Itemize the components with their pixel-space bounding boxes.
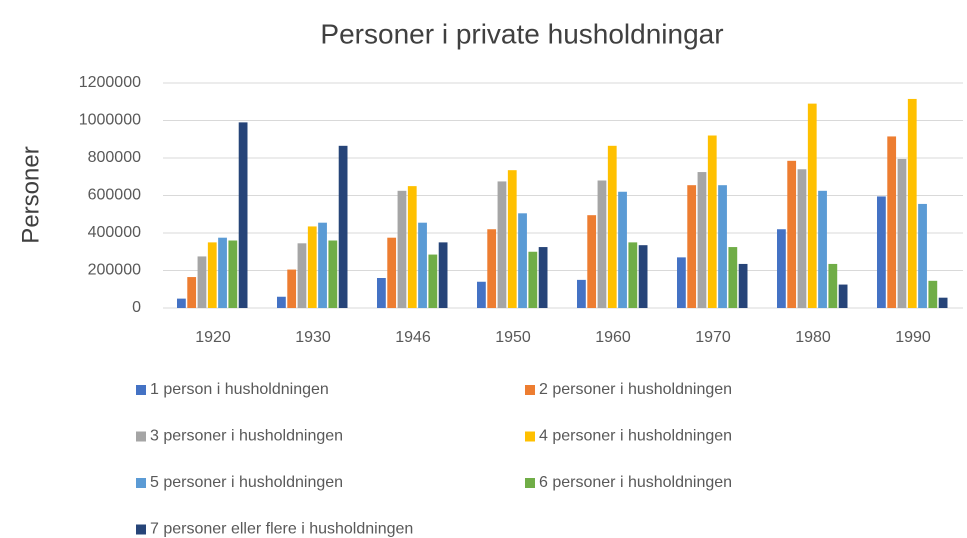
x-tick-label: 1970 xyxy=(695,329,731,346)
bar xyxy=(438,242,448,308)
y-tick-label: 1200000 xyxy=(79,74,141,91)
bar xyxy=(638,245,648,308)
bar xyxy=(297,243,307,308)
chart-title: Personer i private husholdningar xyxy=(320,18,723,49)
bar xyxy=(597,180,607,308)
y-tick-label: 0 xyxy=(132,299,141,316)
bar xyxy=(338,145,348,308)
legend-label: 5 personer i husholdningen xyxy=(150,474,343,491)
bar xyxy=(838,284,848,308)
x-tick-label: 1930 xyxy=(295,329,331,346)
bar xyxy=(177,298,186,308)
bar xyxy=(307,226,317,308)
bar xyxy=(318,222,327,308)
bar xyxy=(728,247,738,308)
legend-swatch xyxy=(525,431,535,442)
bar xyxy=(628,242,638,308)
legend-swatch xyxy=(525,385,535,395)
bar xyxy=(428,254,438,308)
bar xyxy=(677,257,686,308)
bar xyxy=(407,186,417,308)
bar xyxy=(207,242,217,308)
bar xyxy=(497,181,507,308)
bar xyxy=(507,170,517,308)
bar xyxy=(777,229,786,308)
x-tick-label: 1990 xyxy=(895,329,931,346)
legend-label: 1 person i husholdningen xyxy=(150,381,329,398)
bar xyxy=(738,263,748,308)
bar xyxy=(707,135,717,308)
bar xyxy=(387,237,397,308)
y-tick-label: 800000 xyxy=(88,149,141,166)
bar xyxy=(797,169,807,308)
bar xyxy=(238,122,248,308)
legend-swatch xyxy=(136,478,146,488)
bar xyxy=(228,240,238,308)
y-tick-label: 400000 xyxy=(88,224,141,241)
x-tick-label: 1946 xyxy=(395,329,431,346)
bar xyxy=(938,297,948,308)
bar xyxy=(377,278,386,308)
x-tick-label: 1960 xyxy=(595,329,631,346)
legend-swatch xyxy=(136,385,146,395)
legend-label: 6 personer i husholdningen xyxy=(539,474,732,491)
bar xyxy=(538,247,548,308)
x-tick-label: 1950 xyxy=(495,329,531,346)
bar xyxy=(328,240,338,308)
bar xyxy=(928,280,938,308)
bar xyxy=(487,229,497,308)
legend-swatch xyxy=(525,478,535,488)
bar xyxy=(477,281,486,308)
bar xyxy=(277,296,286,308)
bar xyxy=(907,98,917,308)
legend-swatch xyxy=(136,431,146,442)
bar xyxy=(187,277,197,308)
bar xyxy=(197,256,207,308)
bar xyxy=(887,136,897,308)
x-tick-label: 1980 xyxy=(795,329,831,346)
bar xyxy=(518,213,527,308)
bar xyxy=(697,172,707,308)
legend-label: 7 personer eller flere i husholdningen xyxy=(150,521,413,538)
bar xyxy=(787,160,797,308)
bar xyxy=(828,263,838,308)
bar xyxy=(618,191,627,308)
legend-swatch xyxy=(136,524,146,535)
bar xyxy=(397,190,407,308)
bar xyxy=(877,196,886,308)
legend-label: 3 personer i husholdningen xyxy=(150,428,343,445)
bar xyxy=(577,279,586,308)
bar xyxy=(818,190,827,308)
bar xyxy=(718,185,727,308)
bar xyxy=(918,203,927,308)
legend-label: 2 personer i husholdningen xyxy=(539,381,732,398)
y-tick-label: 600000 xyxy=(88,187,141,204)
bar xyxy=(687,185,697,308)
bar xyxy=(607,145,617,308)
bar xyxy=(218,237,227,308)
y-tick-label: 1000000 xyxy=(79,112,141,129)
legend-label: 4 personer i husholdningen xyxy=(539,428,732,445)
x-tick-label: 1920 xyxy=(195,329,231,346)
bar xyxy=(807,103,817,308)
y-axis-title: Personer xyxy=(17,146,44,243)
bar xyxy=(897,158,907,308)
bar xyxy=(418,222,427,308)
y-tick-label: 200000 xyxy=(88,262,141,279)
bar xyxy=(287,269,297,308)
bar xyxy=(587,215,597,308)
bar xyxy=(528,251,538,308)
